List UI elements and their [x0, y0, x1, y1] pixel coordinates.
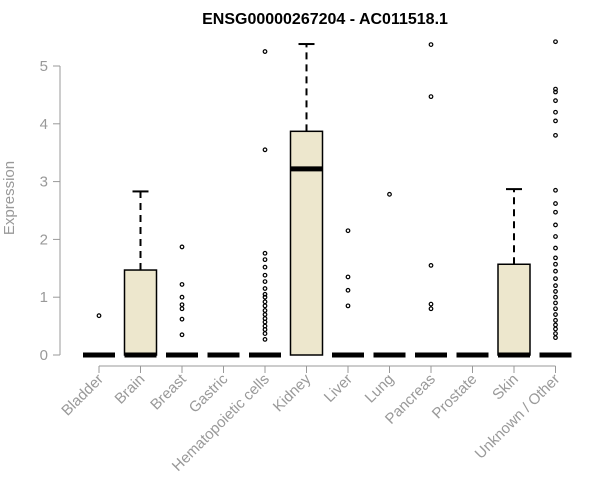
outlier-point	[553, 118, 558, 124]
box-bladder	[83, 313, 115, 358]
outlier-point	[262, 336, 268, 342]
outlier-point	[553, 98, 558, 104]
x-tick-label: Brain	[112, 371, 149, 408]
outlier-point	[179, 316, 185, 322]
outlier-point	[553, 109, 558, 115]
box-hematopoietic-cells	[249, 49, 281, 358]
outlier-point	[553, 187, 558, 193]
outlier-point	[262, 279, 268, 284]
box-body	[289, 130, 324, 356]
y-tick-label: 5	[40, 58, 48, 75]
x-tick-label: Skin	[489, 371, 522, 404]
box-liver	[332, 228, 364, 358]
box-unknown-other	[539, 39, 572, 358]
outlier-point	[553, 39, 558, 45]
outlier-point	[428, 94, 434, 100]
outlier-point	[553, 289, 558, 294]
outlier-point	[345, 287, 351, 293]
outlier-point	[262, 316, 268, 321]
x-tick-label: Lung	[362, 371, 398, 407]
x-tick-label: Bladder	[58, 371, 107, 420]
y-tick-label: 4	[40, 116, 48, 133]
outlier-point	[262, 299, 268, 305]
outlier-point	[553, 89, 558, 95]
outlier-point	[553, 245, 558, 251]
outlier-point	[428, 263, 434, 268]
y-tick-label: 1	[40, 289, 48, 306]
outlier-point	[553, 268, 558, 274]
outlier-point	[262, 331, 268, 337]
outlier-point	[262, 294, 268, 300]
outlier-point	[262, 312, 268, 317]
outlier-point	[262, 286, 268, 291]
outlier-point	[553, 201, 558, 206]
outlier-point	[179, 306, 185, 312]
outlier-point	[553, 234, 558, 239]
outlier-point	[553, 86, 558, 92]
y-axis: 0 1 2 3 4 5	[40, 58, 556, 373]
outlier-point	[428, 301, 434, 307]
outlier-point	[179, 332, 185, 338]
y-tick-label: 2	[40, 231, 48, 248]
outlier-point	[553, 209, 558, 215]
outlier-point	[262, 323, 268, 329]
outlier-point	[553, 335, 558, 341]
x-tick-label: Liver	[321, 371, 356, 406]
y-tick-label: 0	[40, 347, 48, 364]
y-axis-label: Expression	[1, 161, 18, 235]
outlier-point	[428, 42, 434, 48]
chart-title: ENSG00000267204 - AC011518.1	[202, 11, 448, 28]
outlier-point	[262, 303, 268, 309]
outlier-point	[553, 326, 558, 332]
outlier-point	[262, 264, 268, 270]
box-pancreas	[415, 42, 447, 358]
outlier-point	[262, 147, 268, 153]
outlier-point	[345, 274, 351, 280]
outlier-point	[262, 250, 268, 256]
outlier-point	[553, 322, 558, 328]
outlier-point	[553, 312, 558, 317]
outlier-point	[553, 283, 558, 289]
outlier-point	[553, 261, 558, 267]
outlier-point	[428, 306, 434, 312]
outlier-point	[179, 244, 185, 250]
outlier-point	[345, 303, 351, 309]
outlier-point	[553, 222, 558, 228]
box-breast	[166, 244, 198, 358]
y-tick-label: 3	[40, 174, 48, 191]
x-tick-label: Prostate	[429, 371, 481, 423]
boxes-group	[83, 39, 572, 358]
outlier-point	[553, 132, 558, 138]
outlier-point	[553, 300, 558, 306]
x-tick-label: Kidney	[270, 370, 315, 415]
box-lung	[373, 191, 406, 358]
outlier-point	[179, 282, 185, 287]
outlier-point	[553, 255, 558, 261]
box-kidney	[289, 43, 324, 356]
outlier-point	[387, 191, 392, 197]
outlier-point	[553, 294, 558, 300]
outlier-point	[553, 276, 558, 282]
outlier-point	[179, 302, 185, 308]
box-skin	[497, 188, 531, 358]
box-brain	[123, 190, 158, 358]
outlier-point	[179, 294, 185, 300]
outlier-point	[553, 331, 558, 337]
outlier-point	[262, 49, 268, 54]
box-body	[123, 269, 158, 356]
outlier-point	[553, 306, 558, 312]
x-tick-label: Breast	[147, 370, 190, 413]
outlier-point	[262, 272, 268, 278]
outlier-point	[553, 317, 558, 323]
outlier-point	[96, 313, 102, 319]
outlier-point	[262, 308, 268, 313]
box-body	[497, 263, 531, 356]
outlier-point	[345, 228, 351, 234]
outlier-point	[262, 291, 268, 297]
outlier-point	[262, 257, 268, 263]
